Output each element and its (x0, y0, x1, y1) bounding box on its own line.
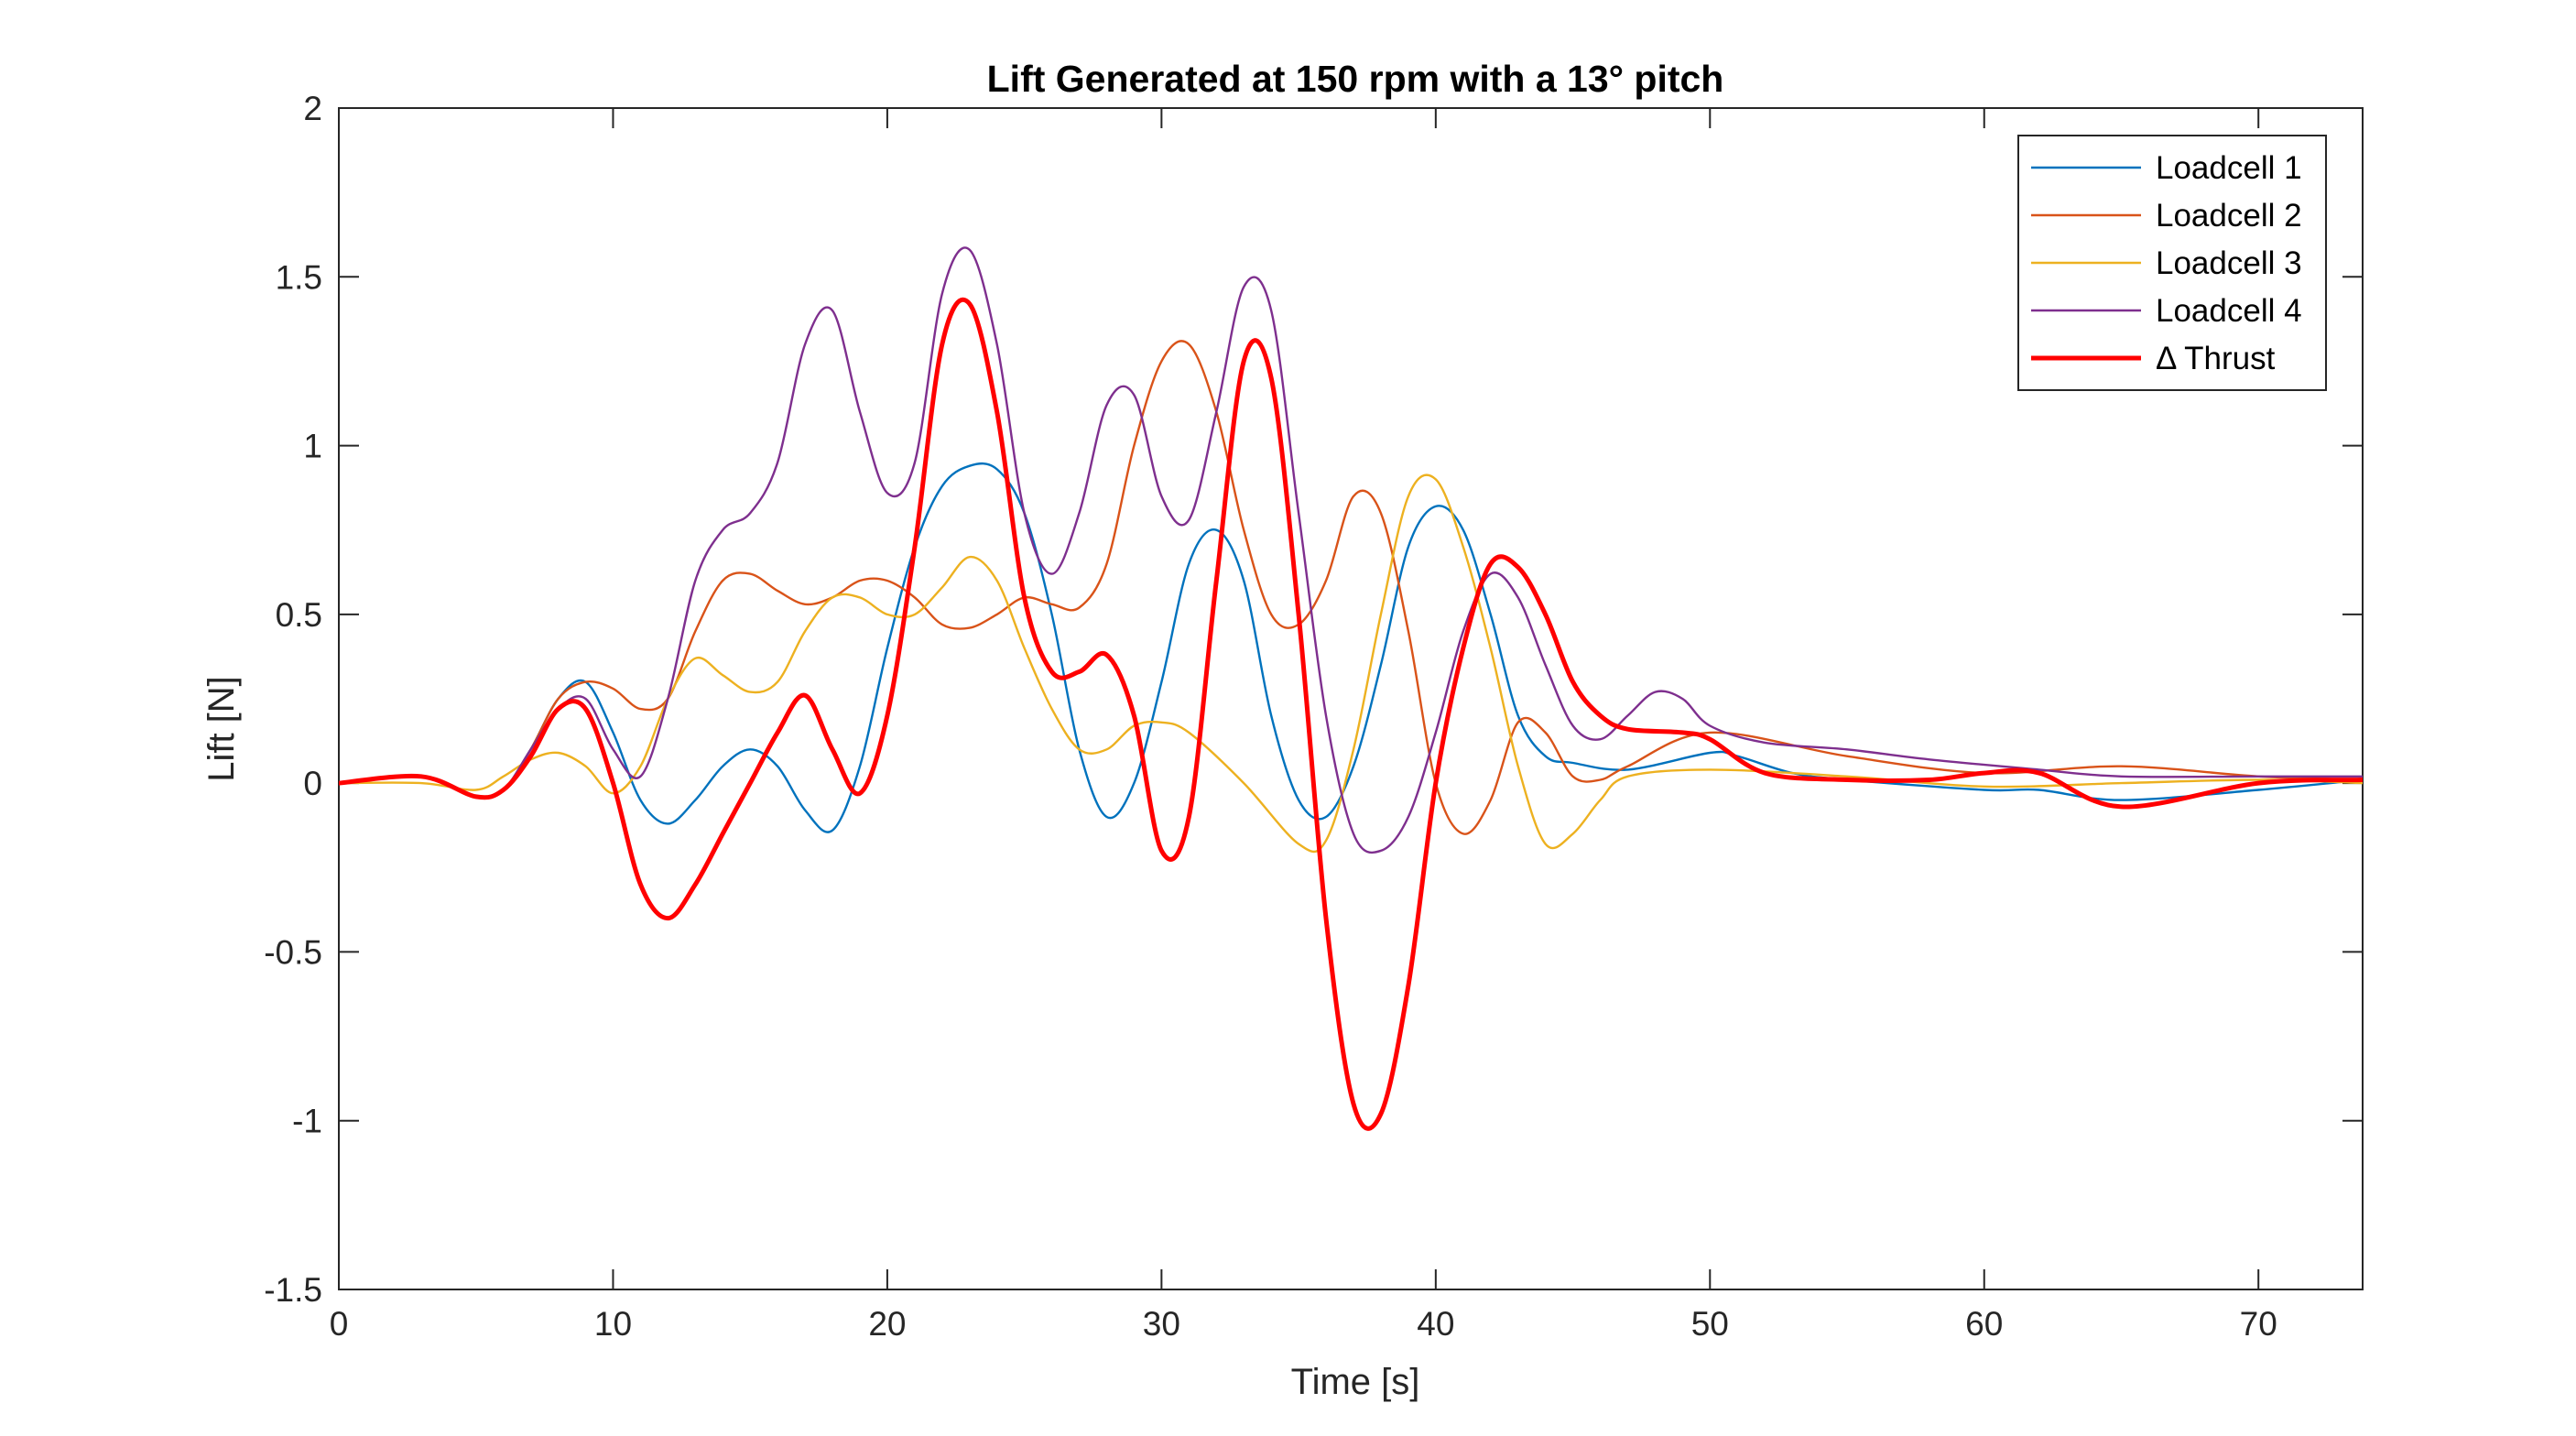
legend-label: Loadcell 4 (2156, 293, 2302, 329)
x-tick-label: 60 (1965, 1305, 2003, 1343)
y-tick-label: 1 (303, 428, 322, 465)
y-tick-label: 0 (303, 765, 322, 802)
x-axis-label: Time [s] (1291, 1362, 1420, 1402)
legend-label: Δ Thrust (2156, 341, 2276, 376)
legend-label: Loadcell 2 (2156, 198, 2302, 234)
y-tick-label: 1.5 (276, 258, 322, 296)
x-tick-label: 20 (868, 1305, 906, 1343)
x-tick-label: 0 (330, 1305, 349, 1343)
series-line-1 (339, 462, 2363, 833)
y-tick-label: 0.5 (276, 596, 322, 634)
series-line-5 (339, 297, 2363, 1131)
series-line-3 (339, 473, 2363, 854)
y-tick-label: -1 (292, 1103, 322, 1140)
y-tick-label: -0.5 (264, 933, 322, 971)
y-tick-label: 2 (303, 90, 322, 127)
y-tick-label: -1.5 (264, 1271, 322, 1309)
legend-label: Loadcell 3 (2156, 245, 2302, 281)
series-line-4 (339, 246, 2363, 854)
y-axis-label: Lift [N] (201, 676, 242, 782)
x-tick-label: 30 (1143, 1305, 1180, 1343)
chart-title: Lift Generated at 150 rpm with a 13° pit… (987, 58, 1724, 100)
x-tick-label: 10 (594, 1305, 632, 1343)
x-tick-label: 40 (1417, 1305, 1454, 1343)
x-tick-label: 70 (2240, 1305, 2277, 1343)
legend-label: Loadcell 1 (2156, 150, 2302, 186)
legend: Loadcell 1 Loadcell 2 Loadcell 3 Loadcell 4… (2017, 135, 2327, 391)
x-tick-label: 50 (1691, 1305, 1729, 1343)
